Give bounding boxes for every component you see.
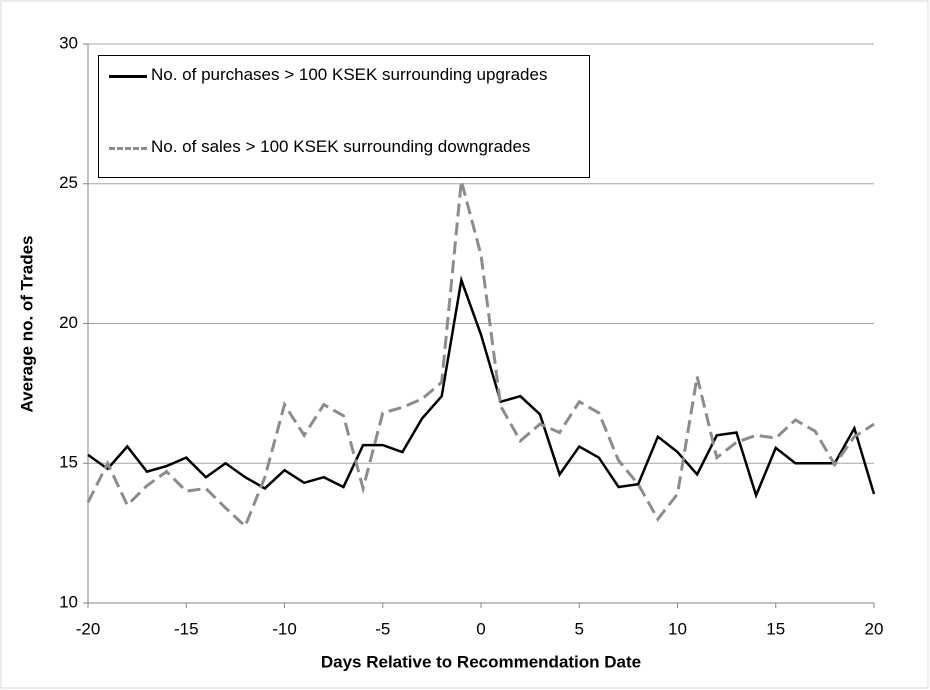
legend-swatch xyxy=(109,147,147,150)
x-tick-label: -10 xyxy=(272,619,297,638)
y-tick-label: 10 xyxy=(59,592,78,611)
y-tick-label: 25 xyxy=(59,173,78,192)
y-tick-label: 30 xyxy=(59,33,78,52)
legend-label: No. of purchases > 100 KSEK surrounding … xyxy=(151,65,548,84)
data-line xyxy=(87,275,876,500)
x-tick-label: 20 xyxy=(865,619,884,638)
x-tick-label: -5 xyxy=(375,619,390,638)
legend: No. of purchases > 100 KSEK surrounding … xyxy=(98,55,590,178)
x-tick-label: -15 xyxy=(174,619,199,638)
x-axis-label: Days Relative to Recommendation Date xyxy=(321,652,641,671)
legend-label: No. of sales > 100 KSEK surrounding down… xyxy=(151,137,531,156)
x-tick-label: 15 xyxy=(766,619,785,638)
y-tick-label: 20 xyxy=(59,313,78,332)
y-axis-label: Average no. of Trades xyxy=(17,236,36,413)
x-tick-label: 5 xyxy=(575,619,584,638)
x-tick-label: -20 xyxy=(76,619,101,638)
x-tick-label: 10 xyxy=(668,619,687,638)
x-tick-label: 0 xyxy=(476,619,485,638)
y-tick-label: 15 xyxy=(59,453,78,472)
data-line xyxy=(86,180,875,529)
legend-swatch xyxy=(109,75,147,78)
